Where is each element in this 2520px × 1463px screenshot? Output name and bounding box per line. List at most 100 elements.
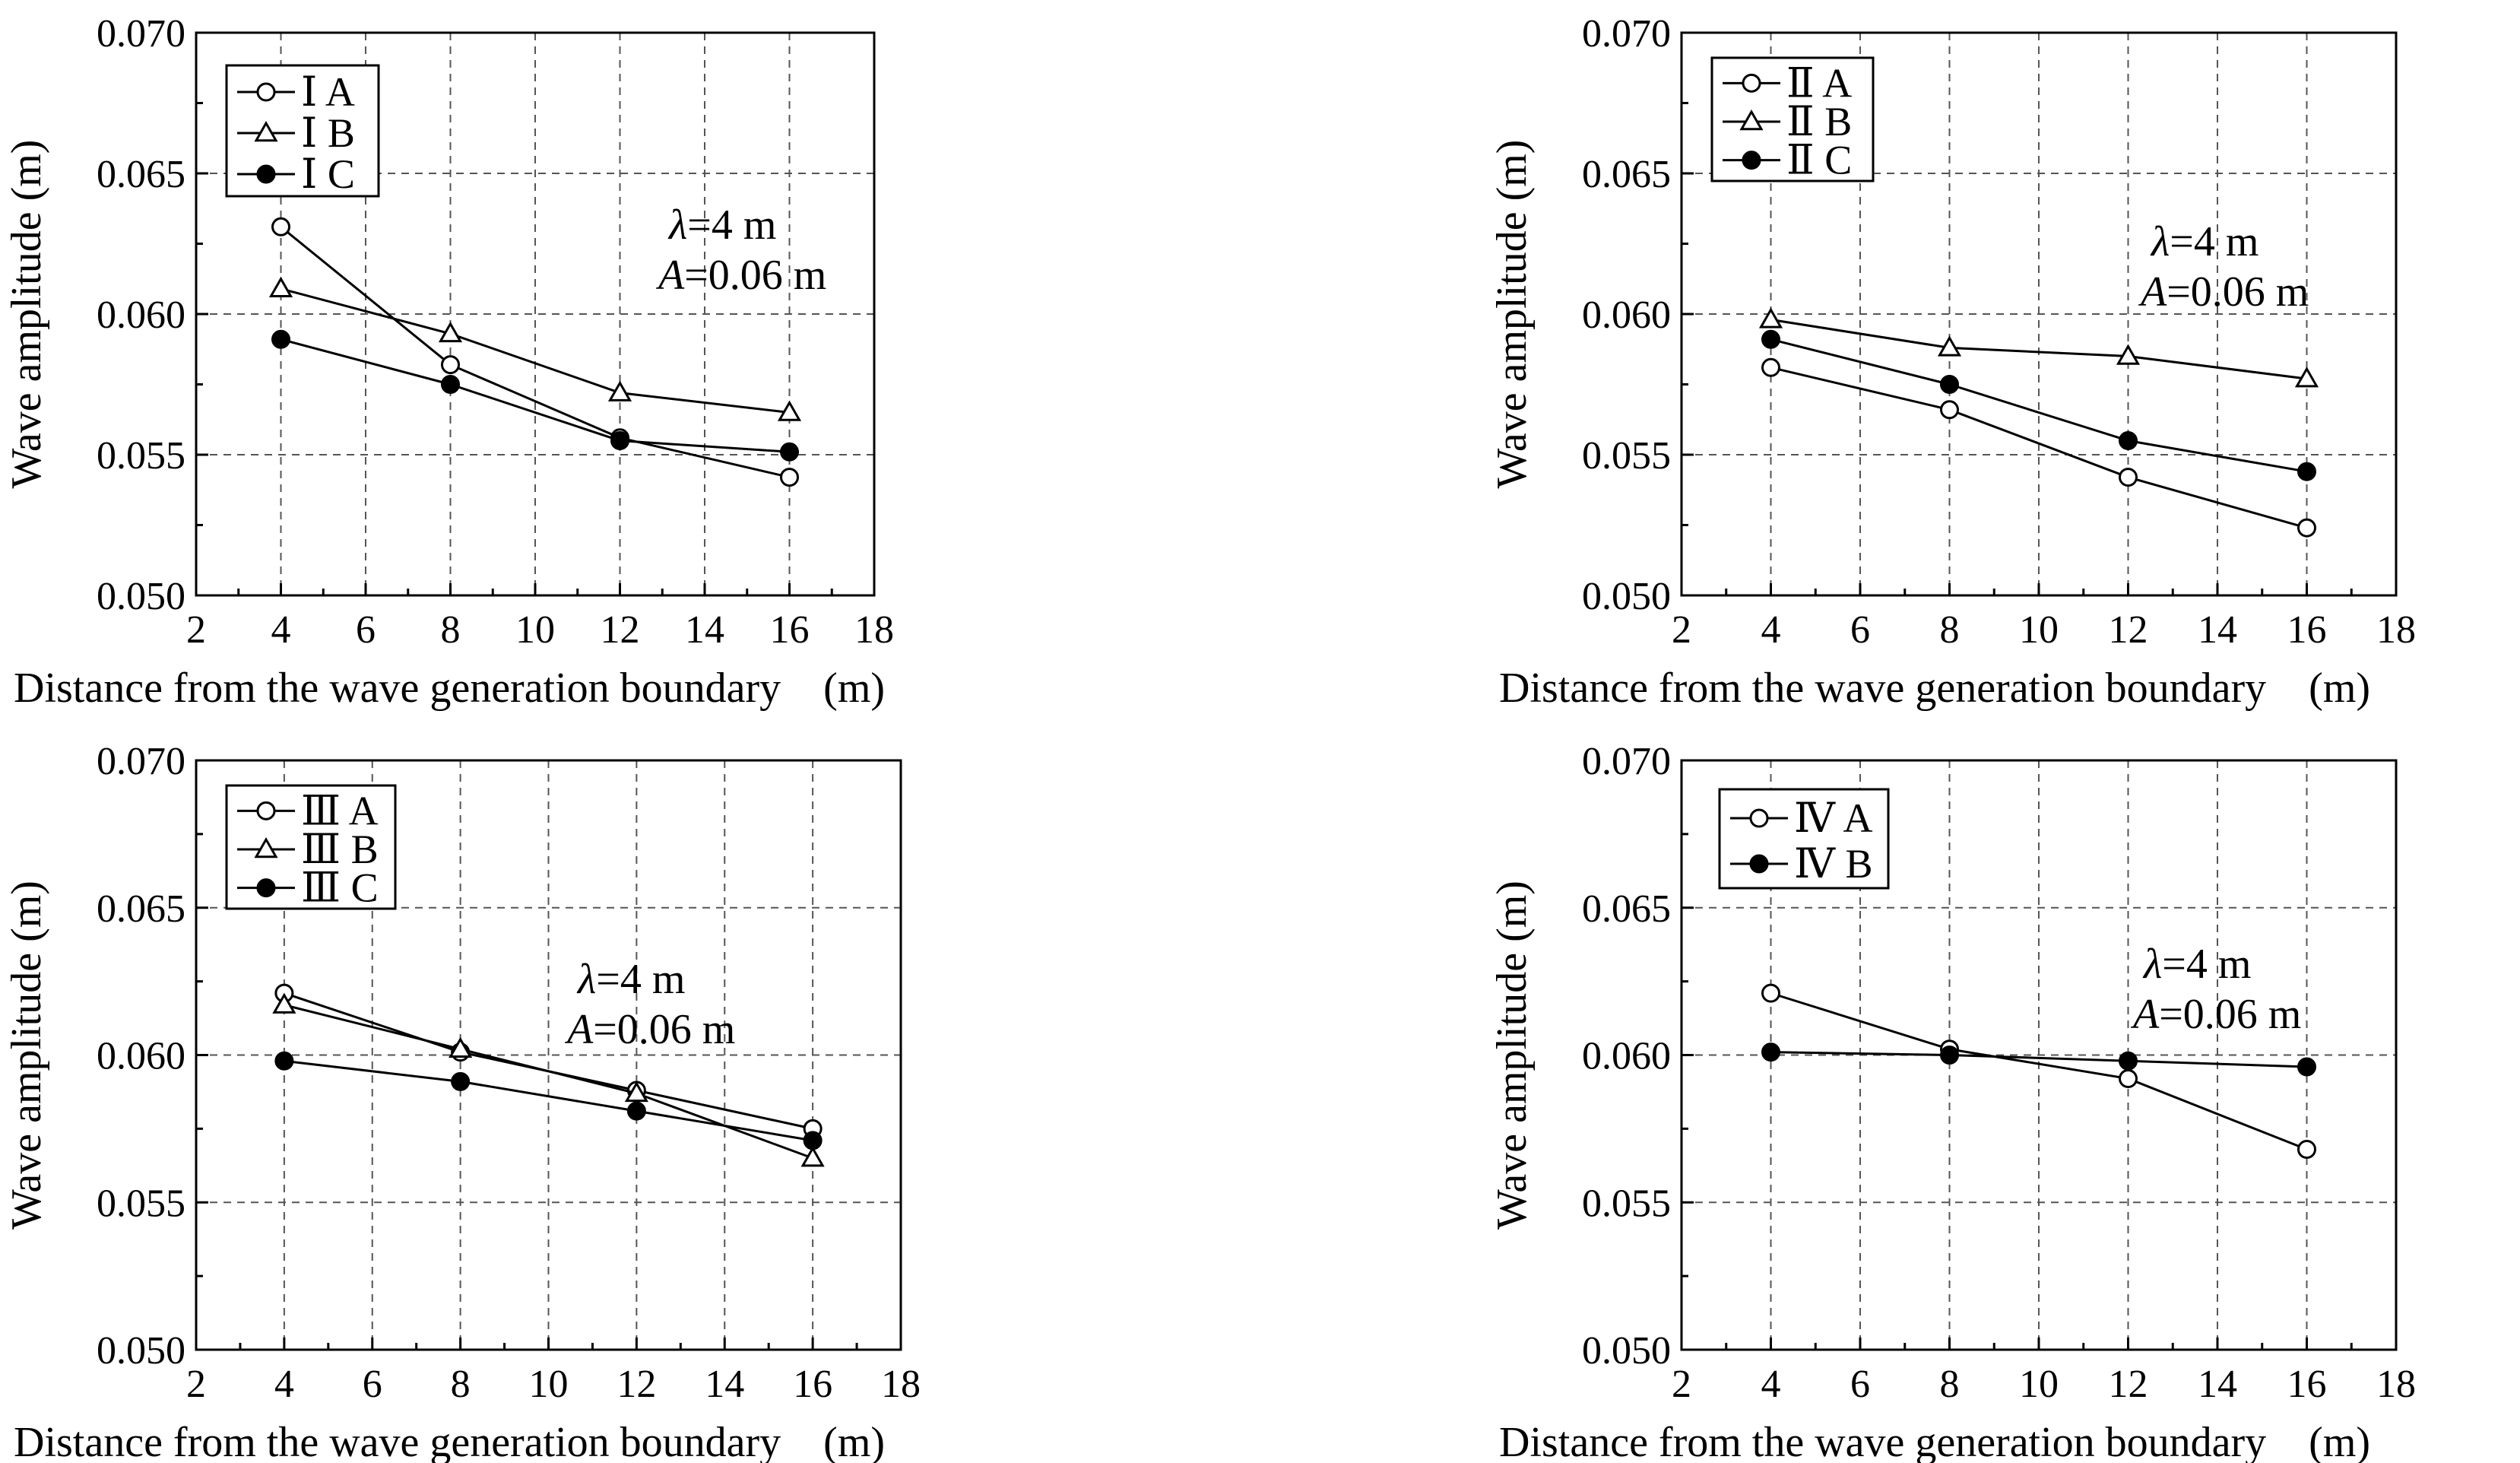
- data-point: [271, 329, 290, 349]
- data-point: [1761, 1043, 1780, 1062]
- data-point: [274, 1051, 294, 1071]
- annotation: λ=4 mA=0.06 m: [655, 202, 826, 299]
- annotation-wavelength: λ=4 m: [2150, 218, 2258, 265]
- series-2: [1761, 1043, 2316, 1077]
- x-tick-label: 2: [186, 608, 206, 652]
- data-point: [2119, 1051, 2138, 1071]
- legend-box: [1718, 788, 1890, 890]
- y-tick-label: 0.065: [1582, 153, 1671, 196]
- y-tick-label: 0.060: [1582, 294, 1671, 337]
- x-axis-label: Distance from the wave generation bounda…: [14, 665, 885, 712]
- data-point: [268, 276, 293, 297]
- x-tick-label: 10: [515, 608, 555, 652]
- data-point: [777, 400, 802, 421]
- legend-label: Ⅰ A: [301, 69, 355, 115]
- data-point: [2297, 1140, 2316, 1159]
- y-tick-label: 0.050: [97, 575, 185, 618]
- y-axis-label: Wave amplitude (m): [3, 881, 50, 1230]
- y-axis-label: Wave amplitude (m): [1488, 881, 1536, 1230]
- x-tick-label: 18: [2376, 1363, 2416, 1406]
- data-point: [451, 1071, 471, 1091]
- legend-label: Ⅱ C: [1786, 138, 1852, 183]
- y-tick-label: 0.055: [1582, 434, 1671, 478]
- legend-marker: [256, 82, 276, 102]
- x-tick-label: 14: [705, 1363, 744, 1406]
- x-tick-label: 14: [2198, 608, 2237, 652]
- legend-marker: [256, 164, 276, 184]
- legend: Ⅳ AⅣ B: [1718, 788, 1890, 890]
- legend-marker: [1739, 109, 1764, 131]
- data-point: [803, 1131, 823, 1150]
- data-point: [2297, 462, 2316, 481]
- chart-panel-iii: 2 4 6 8 10 12 14 16 18 0.050 0.055 0.060 0.065 0.070 D…: [3, 740, 921, 1463]
- data-point: [449, 1036, 473, 1058]
- annotation-amplitude: A=0.06 m: [2130, 991, 2301, 1038]
- data-point: [624, 1081, 648, 1103]
- x-tick-label: 14: [685, 608, 724, 652]
- legend-marker: [256, 878, 276, 898]
- data-point: [441, 355, 460, 375]
- x-tick-label: 6: [356, 608, 376, 652]
- legend-marker: [254, 836, 278, 858]
- x-tick-label: 2: [1672, 608, 1691, 652]
- annotation-amplitude: A=0.06 m: [2138, 268, 2309, 316]
- x-tick-label: 8: [441, 608, 461, 652]
- series-line: [1770, 366, 2307, 529]
- data-point: [1940, 1046, 1959, 1065]
- annotation-wavelength: λ=4 m: [667, 202, 776, 249]
- x-tick-label: 4: [1761, 608, 1781, 652]
- x-axis-label: Distance from the wave generation bounda…: [1499, 665, 2370, 712]
- x-tick-label: 4: [271, 608, 291, 652]
- legend-marker: [1749, 854, 1769, 874]
- series-line: [1770, 318, 2307, 380]
- x-tick-label: 16: [793, 1363, 832, 1406]
- series-line: [1770, 992, 2308, 1150]
- annotation: λ=4 mA=0.06 m: [2130, 941, 2301, 1038]
- y-tick-label: 0.060: [1582, 1035, 1671, 1078]
- series-3: [1761, 329, 2316, 481]
- legend-label: Ⅳ B: [1794, 841, 1872, 887]
- data-point: [800, 1146, 825, 1167]
- chart-panel-i: 2 4 6 8 10 12 14 16 18 0.050 0.055 0.060 0.065 0.070 D…: [3, 12, 894, 712]
- y-tick-label: 0.055: [1582, 1182, 1671, 1225]
- legend-label: Ⅱ B: [1786, 99, 1852, 144]
- data-point: [2297, 1057, 2316, 1077]
- x-tick-label: 8: [1940, 1363, 1960, 1406]
- y-tick-label: 0.070: [97, 12, 185, 56]
- x-axis-label: Distance from the wave generation bounda…: [14, 1419, 885, 1463]
- data-point: [2297, 518, 2316, 538]
- data-point: [1937, 335, 1962, 357]
- x-tick-label: 6: [1850, 1363, 1870, 1406]
- legend-marker: [256, 801, 276, 820]
- x-axis-label: Distance from the wave generation bounda…: [1499, 1419, 2370, 1463]
- data-point: [272, 992, 296, 1014]
- x-tick-label: 16: [770, 608, 810, 652]
- y-tick-label: 0.055: [97, 1182, 185, 1225]
- x-tick-label: 18: [2376, 608, 2416, 652]
- legend-marker: [1749, 808, 1769, 828]
- data-point: [2119, 468, 2138, 487]
- data-point: [610, 431, 629, 450]
- legend-label: Ⅲ C: [301, 865, 379, 911]
- data-point: [1761, 983, 1780, 1003]
- y-tick-label: 0.050: [1582, 575, 1671, 618]
- data-point: [2294, 367, 2319, 388]
- series-3: [271, 329, 799, 462]
- data-point: [607, 380, 632, 401]
- x-tick-label: 10: [529, 1363, 569, 1406]
- series-2: [1758, 307, 2319, 388]
- series-3: [274, 1051, 823, 1150]
- x-tick-label: 2: [1672, 1363, 1691, 1406]
- legend: Ⅰ AⅠ BⅠ C: [225, 64, 380, 198]
- annotation: λ=4 mA=0.06 m: [2138, 218, 2309, 316]
- legend-label: Ⅱ A: [1786, 60, 1852, 106]
- x-tick-label: 8: [1940, 608, 1960, 652]
- data-point: [1761, 329, 1780, 349]
- y-tick-label: 0.065: [97, 887, 185, 931]
- legend-label: Ⅰ B: [301, 110, 355, 156]
- chart-panel-ii: 2 4 6 8 10 12 14 16 18 0.050 0.055 0.060 0.065 0.070 D…: [1488, 12, 2416, 712]
- x-tick-label: 2: [186, 1363, 206, 1406]
- series-1: [1761, 357, 2316, 538]
